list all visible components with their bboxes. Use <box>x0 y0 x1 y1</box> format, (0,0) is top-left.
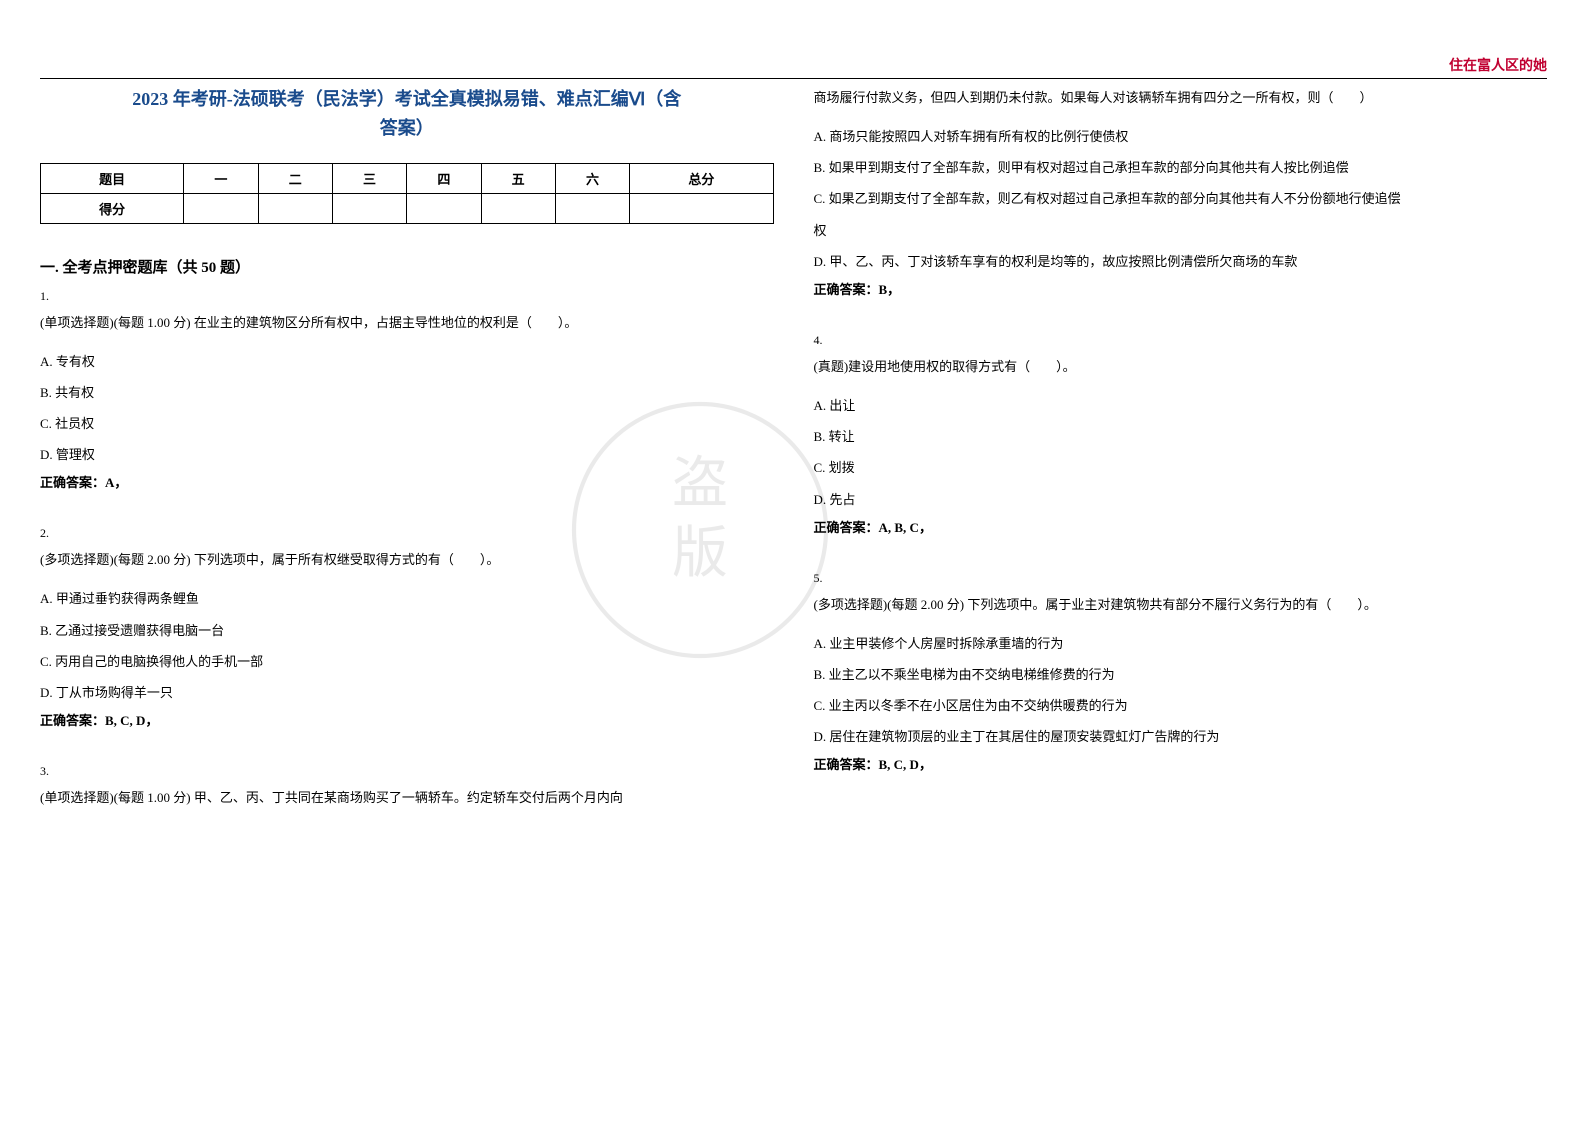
question-3-part2: 商场履行付款义务，但四人到期仍未付款。如果每人对该辆轿车拥有四分之一所有权，则（… <box>814 85 1548 303</box>
score-header-cell: 一 <box>184 163 258 193</box>
question-text: (多项选择题)(每题 2.00 分) 下列选项中，属于所有权继受取得方式的有（ … <box>40 547 774 573</box>
title-line-2: 答案） <box>380 118 434 138</box>
score-row-label: 得分 <box>41 193 184 223</box>
score-header-cell: 二 <box>258 163 332 193</box>
score-header-cell: 总分 <box>630 163 773 193</box>
question-number: 1. <box>40 289 774 304</box>
option-c: C. 划拨 <box>814 452 1548 483</box>
score-cell <box>555 193 629 223</box>
question-number: 3. <box>40 764 774 779</box>
question-5: 5. (多项选择题)(每题 2.00 分) 下列选项中。属于业主对建筑物共有部分… <box>814 571 1548 779</box>
question-text: (单项选择题)(每题 1.00 分) 甲、乙、丙、丁共同在某商场购买了一辆轿车。… <box>40 785 774 811</box>
score-header-row: 题目 一 二 三 四 五 六 总分 <box>41 163 774 193</box>
score-cell <box>184 193 258 223</box>
option-d: D. 居住在建筑物顶层的业主丁在其居住的屋顶安装霓虹灯广告牌的行为 <box>814 721 1548 752</box>
option-b: B. 共有权 <box>40 377 774 408</box>
two-column-layout: 2023 年考研-法硕联考（民法学）考试全真模拟易错、难点汇编Ⅵ（含 答案） 题… <box>40 85 1547 819</box>
score-cell <box>630 193 773 223</box>
option-a: A. 出让 <box>814 390 1548 421</box>
question-text: (真题)建设用地使用权的取得方式有（ ）。 <box>814 354 1548 380</box>
document-title: 2023 年考研-法硕联考（民法学）考试全真模拟易错、难点汇编Ⅵ（含 答案） <box>40 85 774 143</box>
score-header-cell: 三 <box>332 163 406 193</box>
score-value-row: 得分 <box>41 193 774 223</box>
score-header-cell: 六 <box>555 163 629 193</box>
question-2: 2. (多项选择题)(每题 2.00 分) 下列选项中，属于所有权继受取得方式的… <box>40 526 774 734</box>
option-b: B. 乙通过接受遗赠获得电脑一台 <box>40 615 774 646</box>
score-cell <box>332 193 406 223</box>
score-cell <box>481 193 555 223</box>
option-c: C. 业主丙以冬季不在小区居住为由不交纳供暖费的行为 <box>814 690 1548 721</box>
option-c: C. 丙用自己的电脑换得他人的手机一部 <box>40 646 774 677</box>
answer: 正确答案：B， <box>814 277 1548 303</box>
header-rule <box>40 78 1547 79</box>
answer: 正确答案：A, B, C， <box>814 515 1548 541</box>
question-4: 4. (真题)建设用地使用权的取得方式有（ ）。 A. 出让 B. 转让 C. … <box>814 333 1548 541</box>
question-number: 4. <box>814 333 1548 348</box>
option-a: A. 商场只能按照四人对轿车拥有所有权的比例行使债权 <box>814 121 1548 152</box>
score-cell <box>258 193 332 223</box>
option-d: D. 甲、乙、丙、丁对该轿车享有的权利是均等的，故应按照比例清偿所欠商场的车款 <box>814 246 1548 277</box>
question-1: 1. (单项选择题)(每题 1.00 分) 在业主的建筑物区分所有权中，占据主导… <box>40 289 774 497</box>
question-text: (单项选择题)(每题 1.00 分) 在业主的建筑物区分所有权中，占据主导性地位… <box>40 310 774 336</box>
option-b: B. 转让 <box>814 421 1548 452</box>
answer: 正确答案：A， <box>40 470 774 496</box>
option-d: D. 丁从市场购得羊一只 <box>40 677 774 708</box>
answer: 正确答案：B, C, D， <box>814 752 1548 778</box>
option-a: A. 业主甲装修个人房屋时拆除承重墙的行为 <box>814 628 1548 659</box>
answer: 正确答案：B, C, D， <box>40 708 774 734</box>
question-3-part1: 3. (单项选择题)(每题 1.00 分) 甲、乙、丙、丁共同在某商场购买了一辆… <box>40 764 774 811</box>
option-b: B. 业主乙以不乘坐电梯为由不交纳电梯维修费的行为 <box>814 659 1548 690</box>
option-c-cont: 权 <box>814 215 1548 246</box>
question-text: (多项选择题)(每题 2.00 分) 下列选项中。属于业主对建筑物共有部分不履行… <box>814 592 1548 618</box>
score-header-cell: 题目 <box>41 163 184 193</box>
option-a: A. 专有权 <box>40 346 774 377</box>
option-c: C. 社员权 <box>40 408 774 439</box>
score-header-cell: 四 <box>407 163 481 193</box>
question-text-cont: 商场履行付款义务，但四人到期仍未付款。如果每人对该辆轿车拥有四分之一所有权，则（… <box>814 85 1548 111</box>
option-d: D. 先占 <box>814 484 1548 515</box>
score-header-cell: 五 <box>481 163 555 193</box>
left-column: 2023 年考研-法硕联考（民法学）考试全真模拟易错、难点汇编Ⅵ（含 答案） 题… <box>40 85 774 819</box>
section-heading: 一. 全考点押密题库（共 50 题） <box>40 256 774 277</box>
score-table: 题目 一 二 三 四 五 六 总分 得分 <box>40 163 774 224</box>
question-number: 5. <box>814 571 1548 586</box>
corner-watermark: 住在富人区的她 <box>1449 55 1547 75</box>
option-b: B. 如果甲到期支付了全部车款，则甲有权对超过自己承担车款的部分向其他共有人按比… <box>814 152 1548 183</box>
score-cell <box>407 193 481 223</box>
question-number: 2. <box>40 526 774 541</box>
title-line-1: 2023 年考研-法硕联考（民法学）考试全真模拟易错、难点汇编Ⅵ（含 <box>132 89 681 109</box>
option-c: C. 如果乙到期支付了全部车款，则乙有权对超过自己承担车款的部分向其他共有人不分… <box>814 183 1548 214</box>
option-d: D. 管理权 <box>40 439 774 470</box>
right-column: 商场履行付款义务，但四人到期仍未付款。如果每人对该辆轿车拥有四分之一所有权，则（… <box>814 85 1548 819</box>
option-a: A. 甲通过垂钓获得两条鲤鱼 <box>40 583 774 614</box>
